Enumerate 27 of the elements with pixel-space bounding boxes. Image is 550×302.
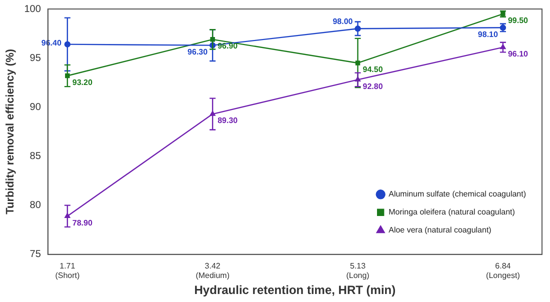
y-tick-label: 90	[30, 102, 42, 113]
legend-label: Moringa oleifera (natural coagulant)	[388, 208, 516, 217]
data-label: 89.30	[218, 116, 238, 126]
y-tick-label: 75	[30, 249, 42, 260]
data-label: 93.20	[72, 78, 93, 87]
legend-label: Aluminum sulfate (chemical coagulant)	[388, 190, 526, 199]
y-tick-label: 95	[30, 52, 42, 64]
x-tick-label: 1.71 (Short)	[55, 261, 80, 280]
data-label: 98.00	[332, 16, 354, 26]
y-tick-label: 100	[24, 4, 42, 15]
data-label: 78.90	[72, 218, 93, 228]
point	[210, 37, 215, 42]
data-label: 96.90	[218, 42, 238, 51]
data-label: 99.50	[508, 16, 529, 26]
data-label: 92.80	[362, 82, 384, 91]
data-label: 96.10	[508, 49, 529, 58]
data-label: 96.30	[188, 48, 208, 57]
x-tick-label: 5.13 (Long)	[346, 261, 370, 280]
legend-label: Aloe vera (natural coagulant)	[388, 226, 492, 235]
y-tick-label: 80	[30, 200, 42, 212]
data-label: 94.50	[362, 65, 384, 74]
x-axis-title: Hydraulic retention time, HRT (min)	[194, 283, 396, 298]
x-tick-label: 6.84 (Longest)	[486, 261, 520, 280]
data-label: 98.10	[478, 30, 498, 39]
y-tick-label: 85	[30, 150, 42, 162]
x-tick-label: 3.42 (Medium)	[196, 261, 230, 280]
y-axis-title: Turbidity removal efficiency (%)	[4, 48, 17, 214]
